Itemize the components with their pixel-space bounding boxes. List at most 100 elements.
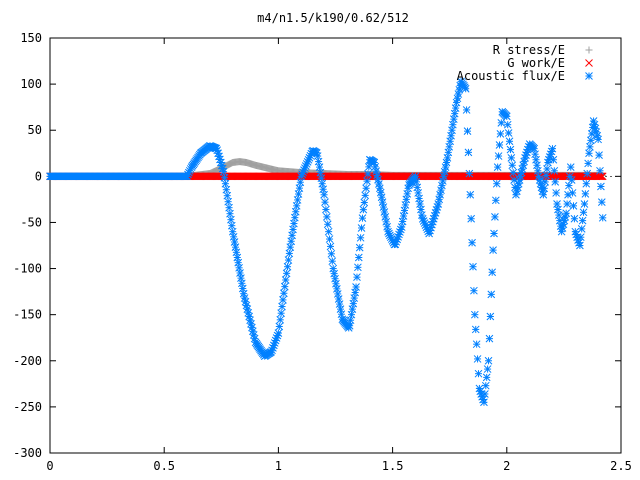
data-point — [497, 118, 506, 127]
data-point — [276, 315, 285, 324]
data-point — [280, 282, 289, 291]
data-point — [462, 106, 471, 114]
data-point — [552, 189, 560, 197]
data-point — [453, 94, 462, 103]
data-point — [330, 269, 338, 278]
data-point — [489, 246, 497, 254]
y-tick-label: 0 — [35, 169, 42, 183]
data-point — [362, 184, 370, 193]
data-point — [326, 242, 335, 251]
y-tick-label: 150 — [20, 31, 42, 45]
data-point — [541, 178, 550, 186]
data-point — [586, 136, 595, 145]
data-point — [435, 195, 444, 204]
data-point — [417, 211, 426, 219]
data-point — [321, 198, 329, 207]
data-point — [543, 165, 551, 173]
data-point — [381, 213, 390, 221]
data-point — [582, 179, 591, 188]
y-tick-label: -50 — [20, 215, 42, 229]
data-point — [354, 253, 363, 262]
data-point — [336, 305, 345, 313]
data-point — [563, 200, 571, 208]
data-point — [551, 178, 560, 186]
legend-marker — [585, 59, 593, 67]
data-point — [364, 170, 372, 178]
data-point — [481, 390, 489, 398]
data-point — [505, 137, 514, 146]
data-point — [324, 227, 333, 236]
x-tick-label: 2 — [503, 459, 510, 473]
data-point — [363, 177, 371, 185]
data-point — [282, 269, 291, 278]
data-point — [581, 190, 590, 198]
data-point — [464, 148, 473, 157]
x-tick-label: 2.5 — [610, 459, 632, 473]
data-point — [238, 279, 246, 288]
data-point — [285, 249, 294, 258]
data-point — [291, 207, 300, 216]
data-point — [322, 205, 330, 214]
data-point — [492, 179, 501, 188]
data-point — [508, 161, 517, 170]
data-point — [586, 142, 594, 151]
data-point — [549, 155, 558, 164]
chart-title: m4/n1.5/k190/0.62/512 — [257, 11, 409, 25]
data-point — [401, 201, 410, 209]
data-point — [349, 299, 358, 308]
legend-label: R stress/E — [493, 43, 565, 57]
data-point — [596, 172, 604, 181]
data-point — [231, 243, 240, 252]
data-point — [358, 214, 367, 222]
data-point — [583, 169, 592, 178]
data-point — [414, 189, 423, 197]
data-point — [480, 398, 488, 407]
data-point — [566, 163, 575, 171]
legend-marker — [585, 72, 593, 80]
data-point — [472, 340, 481, 349]
data-point — [382, 217, 391, 226]
data-point — [238, 284, 247, 293]
data-point — [328, 257, 337, 266]
data-point — [577, 225, 586, 233]
data-point — [484, 356, 493, 365]
data-point — [441, 163, 450, 171]
data-point — [467, 214, 476, 223]
data-point — [482, 373, 491, 382]
data-point — [463, 127, 472, 135]
data-point — [353, 273, 361, 282]
data-point — [289, 225, 297, 234]
data-point — [474, 369, 483, 378]
data-point — [502, 112, 511, 121]
data-point — [335, 300, 344, 308]
data-point — [596, 166, 604, 175]
legend-label: G work/E — [507, 56, 565, 70]
data-point — [377, 193, 386, 202]
data-point — [281, 276, 290, 284]
data-point — [332, 279, 340, 288]
data-point — [569, 201, 578, 210]
data-point — [473, 355, 482, 363]
data-point — [428, 217, 437, 226]
data-point — [539, 190, 548, 199]
data-point — [481, 381, 490, 390]
data-point — [594, 135, 603, 144]
data-point — [466, 190, 475, 199]
x-tick-label: 0 — [46, 459, 53, 473]
data-point — [540, 184, 549, 193]
data-point — [277, 309, 285, 318]
data-point — [284, 256, 293, 264]
y-axis: 150 100 50 0 -50 -100 -150 -200 -250 -300 — [13, 31, 621, 460]
plot-frame — [49, 37, 622, 454]
legend-label: Acoustic flux/E — [457, 69, 565, 83]
data-point — [280, 289, 288, 298]
data-point — [509, 168, 518, 177]
data-point — [483, 365, 492, 373]
data-point — [439, 172, 448, 181]
data-point — [504, 129, 513, 137]
data-point — [468, 238, 476, 247]
data-point — [431, 208, 440, 217]
data-point — [279, 296, 287, 304]
data-point — [320, 190, 328, 199]
